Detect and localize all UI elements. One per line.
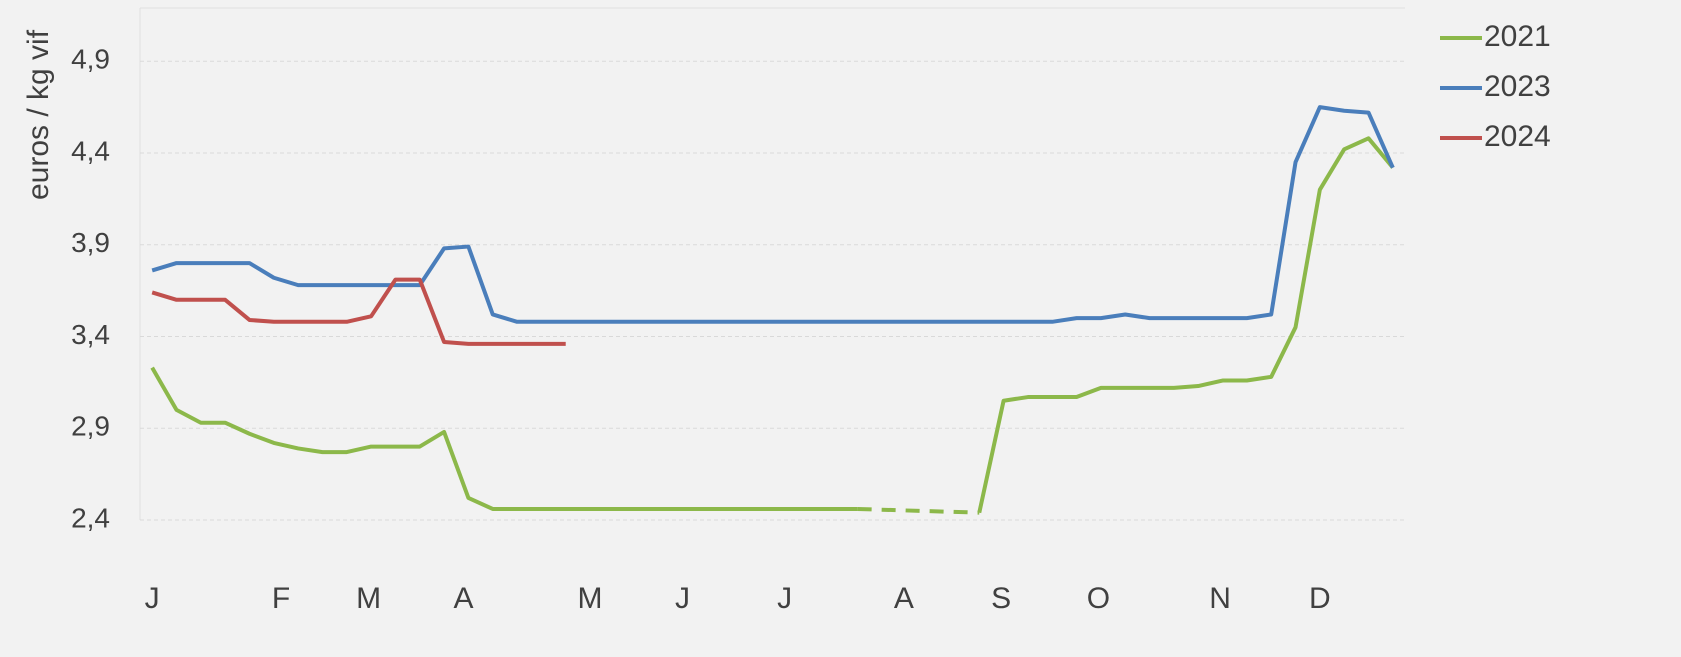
series-line (150, 366, 858, 511)
y-tick-label: 3,9 (71, 227, 110, 258)
y-tick-label: 3,4 (71, 319, 110, 350)
x-tick-label: J (675, 582, 690, 615)
y-tick-label: 4,9 (71, 44, 110, 75)
x-tick-label: J (777, 582, 792, 615)
x-tick-label: M (578, 582, 603, 615)
y-tick-label: 4,4 (71, 135, 110, 166)
gap-line (857, 506, 980, 515)
x-tick-label: S (991, 582, 1011, 615)
x-tick-label: F (272, 582, 290, 615)
legend-label: 2023 (1484, 70, 1551, 103)
x-tick-label: M (356, 582, 381, 615)
y-tick-label: 2,4 (71, 502, 110, 533)
x-tick-label: N (1209, 582, 1231, 615)
x-tick-label: O (1087, 582, 1110, 615)
series-line (151, 105, 1395, 324)
legend-label: 2024 (1484, 120, 1551, 153)
x-tick-label: D (1309, 582, 1331, 615)
x-tick-label: A (454, 582, 474, 615)
legend-label: 2021 (1484, 20, 1551, 53)
y-axis-label: euros / kg vif (22, 29, 55, 200)
series-line (977, 136, 1395, 514)
x-tick-label: A (894, 582, 914, 615)
x-tick-label: J (145, 582, 160, 615)
y-tick-label: 2,9 (71, 411, 110, 442)
series-line (151, 277, 566, 346)
